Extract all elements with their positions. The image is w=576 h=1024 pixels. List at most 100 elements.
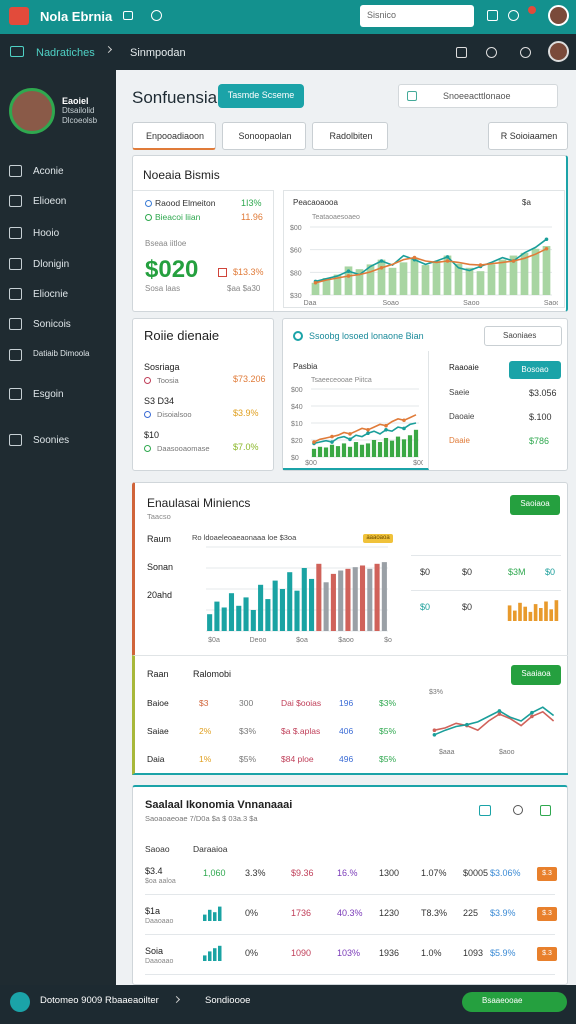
bar <box>383 437 389 457</box>
menu-item[interactable]: Eliocnie <box>0 283 116 307</box>
status-link[interactable]: Sondioooe <box>205 995 251 1006</box>
table-cell: $3.9% <box>490 908 516 918</box>
chart-corner: $a <box>522 198 531 207</box>
menu-item[interactable]: Elioeon <box>0 190 116 214</box>
profile-avatar <box>9 88 55 134</box>
tab[interactable]: R Soioiaamen <box>488 122 568 150</box>
menu-label[interactable]: Datiaib Dimoola <box>33 349 90 358</box>
button-label[interactable]: Tasmde Scseme <box>227 90 295 100</box>
search-box[interactable]: Sisnico <box>360 5 474 27</box>
line-point <box>379 266 384 270</box>
column-head: Daraaioa <box>193 844 228 854</box>
button-label[interactable]: Saoiaoa <box>520 499 550 508</box>
mini-bar-chart <box>203 945 222 961</box>
menu-item[interactable]: Datiaib Dimoola <box>0 344 116 368</box>
table-cell: $9.36 <box>291 868 314 878</box>
row-label: $1a <box>145 906 161 916</box>
table-cell: 300 <box>239 698 254 708</box>
bar <box>317 446 323 457</box>
menu-item[interactable]: Esgoin <box>0 383 116 407</box>
table-cell: 16.% <box>337 868 358 878</box>
line-chart: $3% $aaa $aoo <box>429 689 555 756</box>
menu-label[interactable]: Soonies <box>33 435 70 446</box>
table-cell: $3% <box>239 726 257 736</box>
tab[interactable]: Radolbiten <box>312 122 388 150</box>
bar <box>377 442 383 457</box>
menu-icon <box>9 195 22 207</box>
line-point <box>384 428 388 432</box>
x-axis-label: Soao <box>382 300 398 307</box>
bar <box>208 909 212 921</box>
table-cell: $5% <box>379 754 397 764</box>
row-label: 20ahd <box>147 590 173 600</box>
line-chart: $00 $40 $10 $20 $0 $00 $00 <box>291 387 423 467</box>
row-sub: Toosia <box>157 376 179 385</box>
tab[interactable]: Enpooadiaoon <box>132 122 216 150</box>
row-icon <box>145 214 152 221</box>
bar <box>208 951 212 961</box>
x-axis-label: $aoo <box>499 749 515 756</box>
tab-label[interactable]: R Soioiaamen <box>500 131 558 141</box>
tab-label[interactable]: Radolbiten <box>329 131 373 141</box>
summary-button[interactable]: Bosoao <box>509 361 561 379</box>
bar <box>389 440 395 457</box>
bar <box>250 610 256 631</box>
button-label[interactable]: Bsaaeooae <box>482 996 523 1005</box>
button-label[interactable]: Saaiaoa <box>521 669 551 678</box>
chart-caption: Tsaeeceooae Piitca <box>311 377 372 384</box>
menu-label[interactable]: Aconie <box>33 166 64 177</box>
menu-item[interactable]: Hooio <box>0 222 116 246</box>
row-label: Soia <box>145 946 164 956</box>
profile-card: Roiie dienaie Sosriaga Toosia $73.206 S3 D34… <box>132 318 274 471</box>
chart-subtitle: Pasbia <box>293 362 318 371</box>
filter-select[interactable]: Saoniaes <box>484 326 562 346</box>
table-cell: $84 ploe <box>281 754 314 764</box>
menu-label[interactable]: Elioeon <box>33 196 67 207</box>
line-point <box>346 269 351 273</box>
filter-label[interactable]: Saoniaes <box>503 331 537 340</box>
menu-label[interactable]: Esgoin <box>33 389 64 400</box>
menu-item[interactable]: Sonicois <box>0 313 116 337</box>
sidebar: Eaoiel Dtsailolid Dlcoeolsb Aconie Elioeon Ho… <box>0 70 116 985</box>
x-axis-label: Daa <box>304 300 317 307</box>
bar <box>381 562 387 631</box>
status-icon <box>10 992 30 1012</box>
tab[interactable]: Sonoopaolan <box>222 122 306 150</box>
badge: aaaoaoa <box>363 534 393 543</box>
trend-card: Ssoobg losoed lonaone Bian Saoniaes Pasbia… <box>282 318 568 471</box>
button-label[interactable]: Bosoao <box>521 365 549 374</box>
menu-label[interactable]: Eliocnie <box>33 289 69 300</box>
row-value: $3.9% <box>233 408 259 418</box>
table-cell: 1090 <box>291 948 312 958</box>
header-search[interactable]: Snoeeacttlonaoe <box>398 84 558 108</box>
bar <box>203 955 207 961</box>
primary-button[interactable]: Tasmde Scseme <box>218 84 304 108</box>
status-bar: Dotomeo 9009 Rbaaeaoilter Sondioooe Bsaaeo… <box>0 985 576 1024</box>
tab-label[interactable]: Enpooadiaoon <box>145 131 205 141</box>
bar <box>413 429 419 457</box>
menu-label[interactable]: Dlonigin <box>33 259 70 270</box>
bar <box>443 255 452 295</box>
bar <box>218 906 222 921</box>
chart-label: $3% <box>429 689 443 696</box>
menu-label[interactable]: Hooio <box>33 228 60 239</box>
menu-item[interactable]: Dlonigin <box>0 253 116 277</box>
line-point <box>445 255 450 259</box>
line-series <box>315 238 547 283</box>
tab-label[interactable]: Sonoopaolan <box>238 131 292 141</box>
bar <box>213 912 217 921</box>
chart-panel: Peacaoaooa Teataoaesoaeo $a $00 $60 $80 $30 Daa… <box>283 190 565 308</box>
bar <box>214 601 220 631</box>
bar <box>523 606 528 621</box>
chart-caption: Ro ldoaeleoaeaonaaa loe $3oa <box>192 533 297 542</box>
action-button[interactable]: Saaiaoa <box>511 665 561 685</box>
bar <box>498 259 507 295</box>
menu-item[interactable]: Soonies <box>0 429 116 453</box>
action-button[interactable]: Saoiaoa <box>510 495 560 515</box>
menu-label[interactable]: Sonicois <box>33 319 71 330</box>
status-button[interactable]: Bsaaeooae <box>462 992 567 1012</box>
menu-item[interactable]: Aconie <box>0 160 116 184</box>
row-value: $7.0% <box>233 442 259 452</box>
row-icon <box>144 411 151 418</box>
